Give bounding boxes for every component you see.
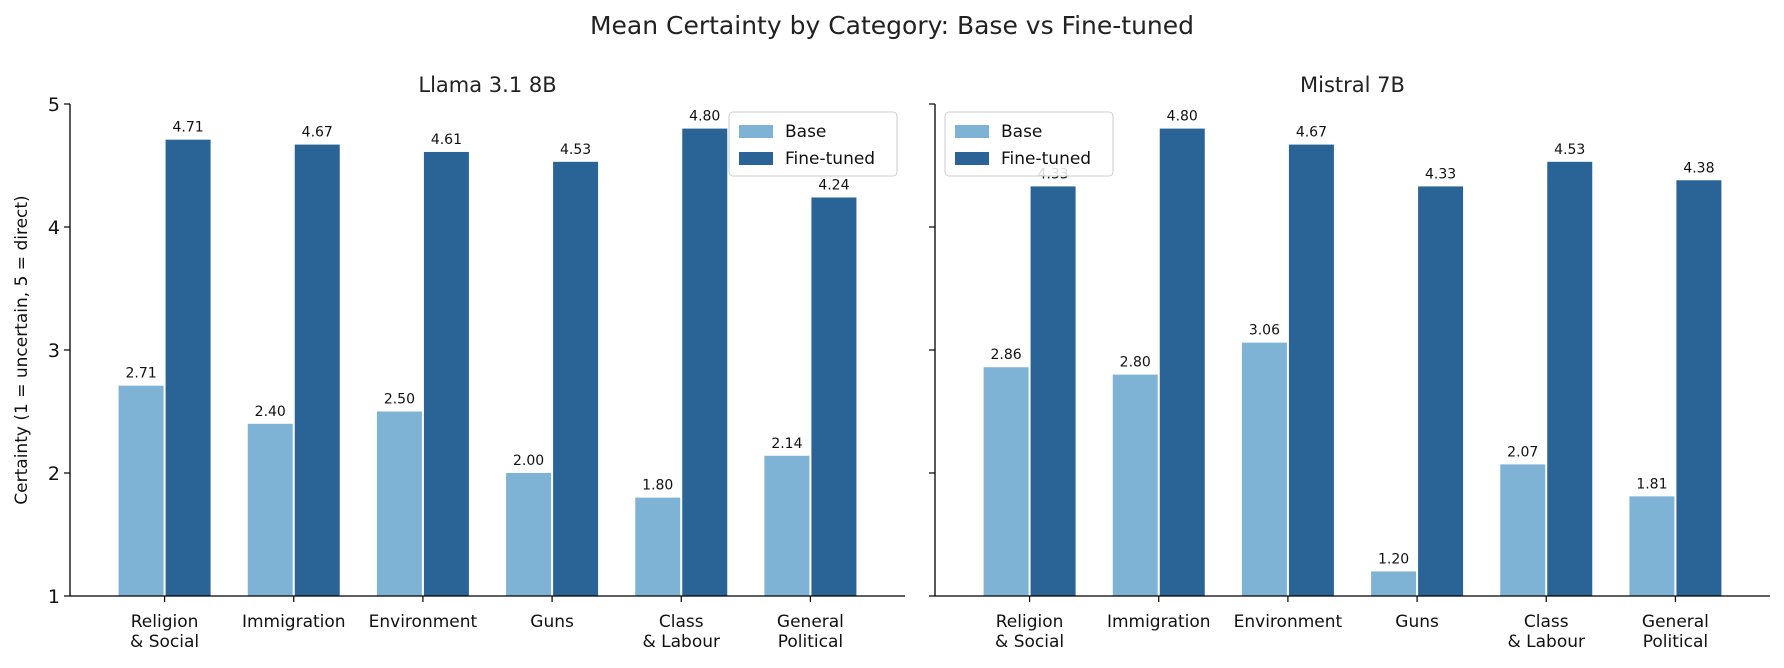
bar-finetuned-1-3 bbox=[1418, 186, 1464, 596]
x-tick-label-0-5-0: General bbox=[777, 612, 844, 632]
x-tick-label-1-2-0: Environment bbox=[1234, 612, 1343, 632]
bar-base-1-2 bbox=[1241, 342, 1287, 596]
bar-value-label-1-0-5: 1.81 bbox=[1636, 476, 1667, 492]
y-axis-label: Certainty (1 = uncertain, 5 = direct) bbox=[12, 195, 32, 504]
y-tick-label-0-4: 5 bbox=[48, 94, 60, 116]
y-tick-label-0-2: 3 bbox=[48, 340, 60, 362]
x-tick-label-0-0-1: & Social bbox=[130, 632, 199, 652]
bar-value-label-0-0-1: 2.40 bbox=[255, 404, 286, 420]
bar-value-label-1-1-1: 4.80 bbox=[1167, 109, 1198, 125]
bar-value-label-1-0-3: 1.20 bbox=[1378, 551, 1409, 567]
x-tick-label-1-5-0: General bbox=[1642, 612, 1709, 632]
bar-base-0-4 bbox=[635, 497, 681, 596]
bar-value-label-0-1-0: 4.71 bbox=[172, 120, 203, 136]
bar-value-label-1-1-2: 4.67 bbox=[1296, 125, 1327, 141]
bar-finetuned-1-0 bbox=[1030, 186, 1076, 596]
bar-finetuned-1-4 bbox=[1547, 161, 1593, 596]
y-tick-label-0-1: 2 bbox=[48, 463, 60, 485]
bar-finetuned-1-2 bbox=[1288, 144, 1334, 596]
x-tick-label-1-0-0: Religion bbox=[996, 612, 1064, 632]
bar-value-label-0-1-2: 4.61 bbox=[431, 132, 462, 148]
x-tick-label-0-2-0: Environment bbox=[369, 612, 478, 632]
legend-swatch-0-1 bbox=[739, 152, 773, 165]
legend-swatch-1-0 bbox=[955, 125, 989, 138]
x-tick-label-1-5-1: Political bbox=[1643, 632, 1708, 652]
bar-base-0-3 bbox=[506, 473, 552, 596]
figure-title: Mean Certainty by Category: Base vs Fine… bbox=[590, 11, 1194, 40]
bar-finetuned-0-4 bbox=[682, 128, 728, 596]
bar-value-label-0-0-3: 2.00 bbox=[513, 453, 544, 469]
legend-label-1-1: Fine-tuned bbox=[1001, 149, 1091, 169]
bar-finetuned-0-1 bbox=[294, 144, 340, 596]
x-tick-label-1-4-1: & Labour bbox=[1507, 632, 1585, 652]
bar-value-label-1-1-4: 4.53 bbox=[1554, 142, 1585, 158]
x-tick-label-0-4-1: & Labour bbox=[642, 632, 720, 652]
bar-base-0-5 bbox=[764, 455, 810, 596]
legend-label-1-0: Base bbox=[1001, 122, 1042, 142]
bar-base-1-0 bbox=[983, 367, 1029, 596]
bar-value-label-1-0-2: 3.06 bbox=[1249, 323, 1280, 339]
bar-value-label-1-0-0: 2.86 bbox=[990, 347, 1021, 363]
bar-finetuned-0-3 bbox=[553, 161, 599, 596]
bar-base-1-3 bbox=[1371, 571, 1417, 596]
x-tick-label-1-1-0: Immigration bbox=[1107, 612, 1211, 632]
bar-base-0-0 bbox=[118, 385, 164, 596]
bar-finetuned-0-2 bbox=[423, 151, 469, 596]
x-tick-label-1-3-0: Guns bbox=[1395, 612, 1439, 632]
x-tick-label-0-0-0: Religion bbox=[131, 612, 199, 632]
bar-value-label-0-0-5: 2.14 bbox=[771, 436, 802, 452]
bar-value-label-0-1-1: 4.67 bbox=[302, 125, 333, 141]
legend-label-0-1: Fine-tuned bbox=[785, 149, 875, 169]
bar-base-0-1 bbox=[247, 423, 293, 596]
bar-value-label-0-0-0: 2.71 bbox=[125, 366, 156, 382]
x-tick-label-0-1-0: Immigration bbox=[242, 612, 346, 632]
bar-finetuned-0-5 bbox=[811, 197, 857, 597]
bar-value-label-0-1-5: 4.24 bbox=[818, 177, 849, 193]
bar-value-label-0-0-2: 2.50 bbox=[384, 392, 415, 408]
bar-finetuned-1-5 bbox=[1676, 180, 1722, 596]
x-tick-label-0-5-1: Political bbox=[778, 632, 843, 652]
bar-value-label-0-0-4: 1.80 bbox=[642, 478, 673, 494]
panel-title-0: Llama 3.1 8B bbox=[418, 73, 556, 97]
legend-swatch-1-1 bbox=[955, 152, 989, 165]
x-tick-label-0-3-0: Guns bbox=[530, 612, 574, 632]
bar-value-label-1-1-5: 4.38 bbox=[1683, 160, 1714, 176]
bar-value-label-1-0-4: 2.07 bbox=[1507, 444, 1538, 460]
bar-base-1-4 bbox=[1500, 464, 1546, 596]
y-tick-label-0-0: 1 bbox=[48, 586, 60, 608]
x-tick-label-1-4-0: Class bbox=[1524, 612, 1569, 632]
bar-value-label-1-0-1: 2.80 bbox=[1120, 355, 1151, 371]
legend-label-0-0: Base bbox=[785, 122, 826, 142]
bar-value-label-0-1-3: 4.53 bbox=[560, 142, 591, 158]
legend-swatch-0-0 bbox=[739, 125, 773, 138]
bar-base-1-5 bbox=[1629, 496, 1675, 596]
bar-value-label-1-1-3: 4.33 bbox=[1425, 166, 1456, 182]
bar-finetuned-0-0 bbox=[165, 139, 211, 597]
bar-value-label-0-1-4: 4.80 bbox=[689, 109, 720, 125]
x-tick-label-0-4-0: Class bbox=[659, 612, 704, 632]
panel-title-1: Mistral 7B bbox=[1300, 73, 1405, 97]
bar-finetuned-1-1 bbox=[1159, 128, 1205, 596]
x-tick-label-1-0-1: & Social bbox=[995, 632, 1064, 652]
bar-base-1-1 bbox=[1112, 374, 1158, 596]
y-tick-label-0-3: 4 bbox=[48, 217, 60, 239]
bar-base-0-2 bbox=[376, 411, 422, 596]
